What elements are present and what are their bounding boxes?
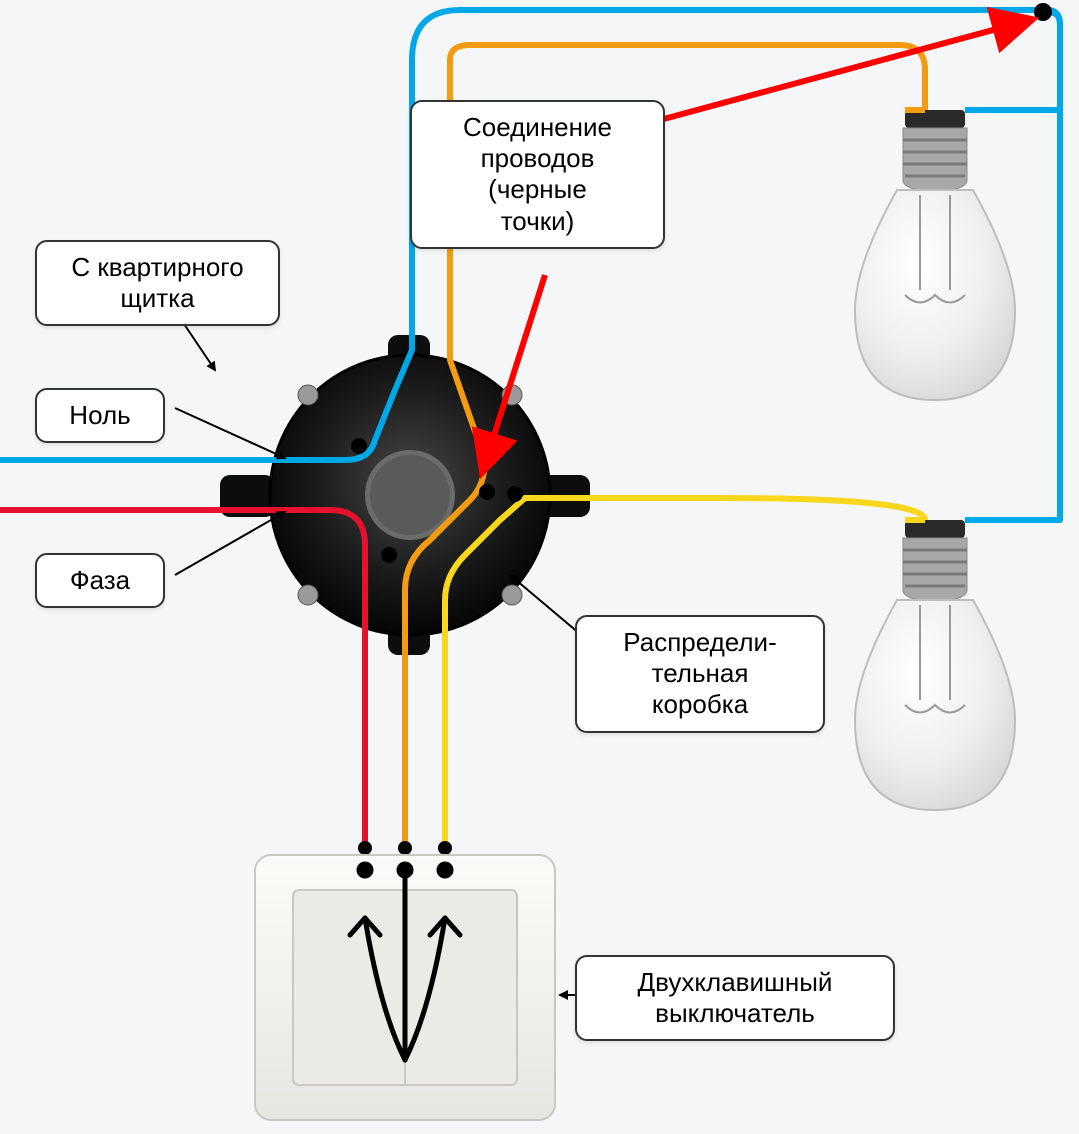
label-neutral: Ноль	[35, 388, 165, 443]
two-key-switch	[255, 855, 555, 1120]
label-phase: Фаза	[35, 553, 165, 608]
label-two-key-switch: Двухклавишный выключатель	[575, 955, 895, 1041]
label-connection-points: Соединение проводов (черные точки)	[410, 100, 665, 249]
bulb-1	[855, 110, 1015, 400]
label-from-panel: С квартирного щитка	[35, 240, 280, 326]
junction-box	[220, 335, 590, 655]
label-junction-box: Распредели- тельная коробка	[575, 615, 825, 733]
bulb-2	[855, 520, 1015, 810]
